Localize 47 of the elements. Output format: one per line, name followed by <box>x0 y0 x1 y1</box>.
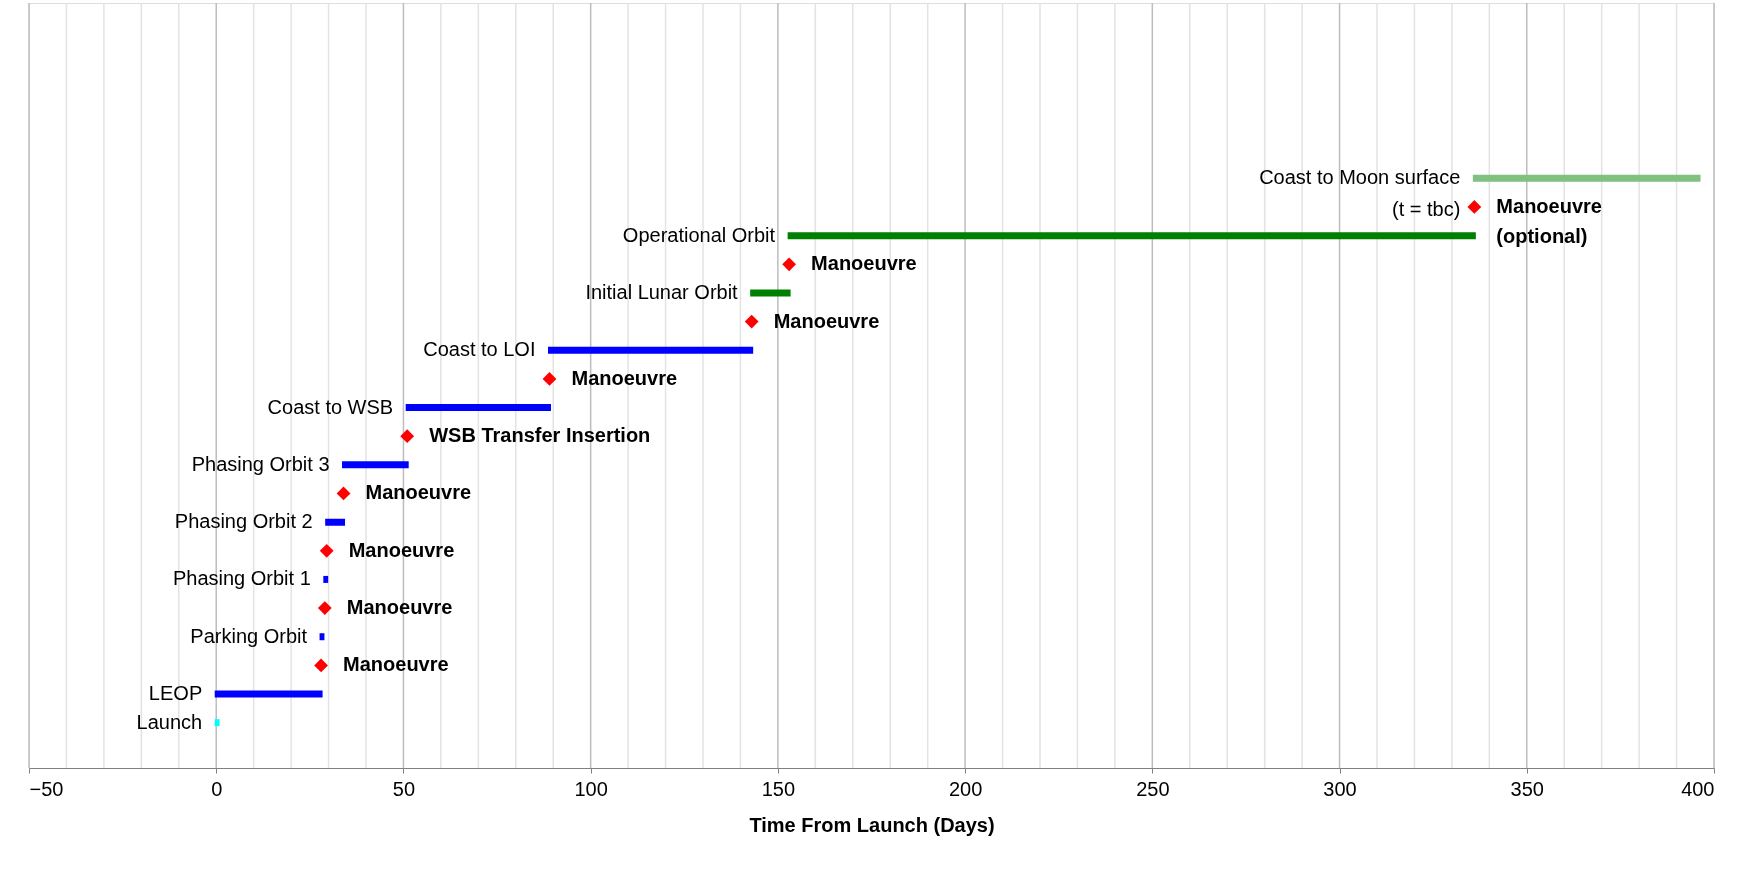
bar <box>787 232 1476 240</box>
y-tick-label: Coast to Moon surface (t = tbc) <box>1259 166 1461 221</box>
bar <box>1472 174 1701 182</box>
x-tick-label: 100 <box>574 777 608 800</box>
y-tick-label: Manoeuvre <box>348 538 455 561</box>
y-tick-label: LEOP <box>148 682 203 705</box>
x-tick-label: 350 <box>1510 777 1544 800</box>
point <box>319 543 334 558</box>
y-tick-label: Manoeuvre (optional) <box>1496 194 1602 247</box>
y-tick-label: Phasing Orbit 1 <box>172 567 311 590</box>
point <box>744 314 759 329</box>
x-axis-title: Time From Launch (Days) <box>749 813 995 836</box>
bar <box>342 461 409 469</box>
point <box>542 371 557 386</box>
x-tick-label: 250 <box>1136 777 1170 800</box>
y-tick-label: Manoeuvre <box>346 596 453 619</box>
x-tick-label: 300 <box>1323 777 1357 800</box>
bar <box>325 518 346 526</box>
bar <box>547 346 754 354</box>
y-tick-label: Manoeuvre <box>343 653 449 676</box>
x-tick-label: 200 <box>948 777 983 800</box>
bar <box>750 289 791 297</box>
x-tick-label: 0 <box>211 777 223 800</box>
bar <box>405 404 551 412</box>
point <box>782 257 797 272</box>
point <box>1467 200 1482 214</box>
y-tick-label: Coast to LOI <box>423 338 536 361</box>
x-tick-label: 400 <box>1681 777 1715 800</box>
x-tick-label: −50 <box>29 777 64 800</box>
y-tick-label: Coast to WSB <box>267 395 394 418</box>
y-tick-label: Manoeuvre <box>773 309 880 332</box>
y-tick-label: Operational Orbit <box>622 223 776 246</box>
y-tick-label: Launch <box>136 710 203 733</box>
point <box>314 658 328 673</box>
x-tick-label: 150 <box>761 777 796 800</box>
bar <box>214 690 323 698</box>
y-tick-label: Parking Orbit <box>190 624 308 647</box>
x-tick-label: 50 <box>392 777 416 800</box>
y-tick-label: Phasing Orbit 3 <box>191 452 330 475</box>
y-tick-label: Phasing Orbit 2 <box>174 510 313 533</box>
point <box>317 601 332 615</box>
y-tick-label: Manoeuvre <box>811 252 917 275</box>
y-tick-label: Manoeuvre <box>571 366 678 389</box>
y-tick-label: WSB Transfer Insertion <box>429 424 651 447</box>
point <box>400 429 415 444</box>
y-tick-label: Initial Lunar Orbit <box>585 280 739 303</box>
y-tick-label: Manoeuvre <box>365 481 472 504</box>
